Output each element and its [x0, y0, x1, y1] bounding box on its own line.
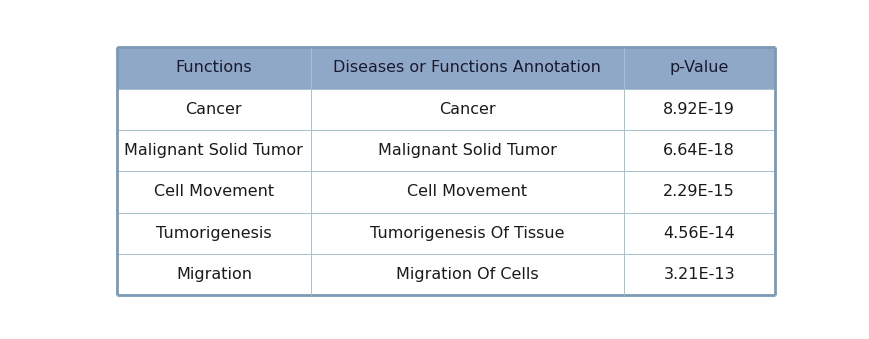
Text: Migration: Migration	[176, 267, 252, 282]
Text: Cell Movement: Cell Movement	[407, 184, 527, 199]
Text: p-Value: p-Value	[669, 60, 728, 75]
Bar	[623, 88, 774, 130]
Text: Tumorigenesis: Tumorigenesis	[156, 226, 271, 241]
Text: Malignant Solid Tumor: Malignant Solid Tumor	[377, 143, 556, 158]
Bar	[116, 88, 310, 130]
Text: 3.21E-13: 3.21E-13	[663, 267, 734, 282]
Bar	[310, 130, 623, 171]
Text: Cancer: Cancer	[439, 102, 495, 117]
Bar	[310, 88, 623, 130]
Bar	[623, 254, 774, 295]
Bar	[116, 171, 310, 213]
Bar	[623, 171, 774, 213]
Bar	[310, 171, 623, 213]
Text: 2.29E-15: 2.29E-15	[662, 184, 734, 199]
Text: 4.56E-14: 4.56E-14	[662, 226, 734, 241]
Bar	[116, 130, 310, 171]
Bar	[623, 130, 774, 171]
Bar	[310, 213, 623, 254]
Text: Functions: Functions	[176, 60, 252, 75]
Text: Migration Of Cells: Migration Of Cells	[395, 267, 538, 282]
Bar	[116, 254, 310, 295]
Bar	[623, 47, 774, 88]
Text: Diseases or Functions Annotation: Diseases or Functions Annotation	[333, 60, 600, 75]
Bar	[116, 213, 310, 254]
Bar	[310, 47, 623, 88]
Text: Malignant Solid Tumor: Malignant Solid Tumor	[124, 143, 303, 158]
Text: 6.64E-18: 6.64E-18	[662, 143, 734, 158]
Text: Cancer: Cancer	[185, 102, 242, 117]
Text: Cell Movement: Cell Movement	[154, 184, 274, 199]
Bar	[623, 213, 774, 254]
Text: Tumorigenesis Of Tissue: Tumorigenesis Of Tissue	[369, 226, 564, 241]
Bar	[310, 254, 623, 295]
Bar	[116, 47, 310, 88]
Text: 8.92E-19: 8.92E-19	[662, 102, 734, 117]
